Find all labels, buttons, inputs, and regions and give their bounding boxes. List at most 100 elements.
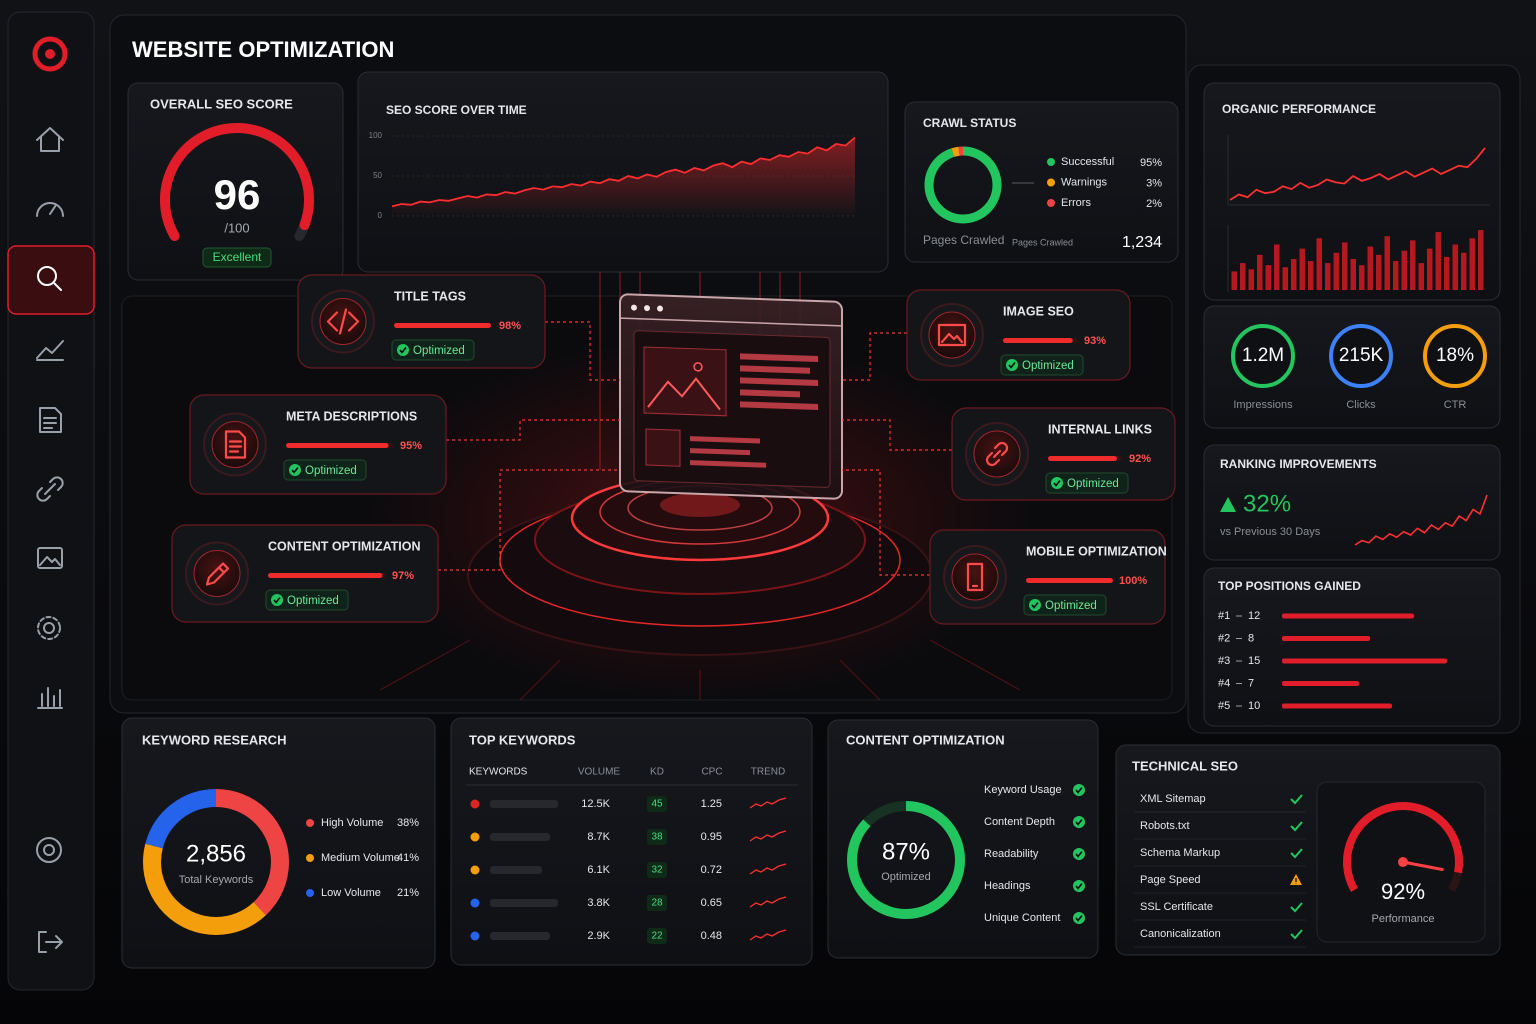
donut-segment <box>143 789 289 935</box>
feature-score: 92% <box>1129 453 1151 465</box>
kd-badge <box>647 862 667 878</box>
ok-check <box>1290 848 1303 859</box>
rank: #5 <box>1218 700 1230 712</box>
check-mark <box>399 347 407 354</box>
card-title: ORGANIC PERFORMANCE <box>1222 102 1376 116</box>
kd-badge <box>647 829 667 845</box>
legend-dot <box>1047 158 1055 166</box>
organic-bar <box>1401 250 1407 290</box>
nav-settings[interactable] <box>37 616 61 640</box>
organic-bar <box>1461 252 1467 290</box>
legend-dot <box>1047 178 1055 187</box>
feature-icon <box>205 562 230 586</box>
organic-bar <box>1265 265 1271 290</box>
organic-bar <box>1231 271 1237 290</box>
organic-bar <box>1427 248 1433 290</box>
ranking-change: 32% <box>1243 490 1291 517</box>
kd: 38 <box>651 832 663 843</box>
card-title: CONTENT OPTIMIZATION <box>846 732 1005 747</box>
nav-active-highlight <box>7 245 95 315</box>
up-arrow <box>1220 497 1236 512</box>
status-badge <box>283 459 367 481</box>
organic-bar <box>1359 265 1365 290</box>
rank: #2 <box>1218 632 1230 644</box>
gauge-needle <box>1401 860 1444 871</box>
legend-dot <box>306 819 314 827</box>
score-max: /100 <box>224 220 249 235</box>
legend-value: 95% <box>1140 157 1162 169</box>
cpc: 0.72 <box>701 864 722 876</box>
organic-bar <box>1316 238 1322 290</box>
rating: Excellent <box>213 250 262 264</box>
icon-bg <box>193 550 241 597</box>
column-header: KD <box>650 767 664 778</box>
metric-label: CTR <box>1444 399 1467 411</box>
feature-title: INTERNAL LINKS <box>1048 422 1152 436</box>
organic-bar <box>1291 258 1297 290</box>
organic-bar <box>1342 242 1348 290</box>
icon-bg <box>951 553 999 601</box>
donut-segment <box>924 146 1002 224</box>
nav-images[interactable] <box>37 547 63 569</box>
card-title: RANKING IMPROVEMENTS <box>1220 457 1377 471</box>
nav-logout[interactable] <box>38 931 63 953</box>
performance-value: 92% <box>1381 879 1425 904</box>
kd-badge <box>647 928 667 944</box>
tech-item: Robots.txt <box>1140 820 1190 832</box>
legend-label: Medium Volume <box>321 852 400 864</box>
pages-value: 1,234 <box>1122 234 1162 251</box>
pages-label: Pages Crawled <box>923 233 1004 247</box>
kd-badge <box>647 895 667 911</box>
metric-ring <box>1329 324 1393 388</box>
status-label: Optimized <box>1022 360 1074 372</box>
nav-charts[interactable] <box>37 687 63 709</box>
status-badge <box>265 589 349 611</box>
donut-segment <box>143 789 289 935</box>
status-badge <box>391 339 475 361</box>
gained: 15 <box>1248 655 1260 667</box>
gained: 8 <box>1248 632 1254 644</box>
keyword-placeholder <box>490 932 550 940</box>
rank: #4 <box>1218 677 1230 689</box>
position-bar <box>1282 636 1370 641</box>
nav-preferences[interactable] <box>36 837 62 863</box>
feature-icon <box>224 430 247 459</box>
position-bar <box>1282 703 1392 709</box>
gained: 12 <box>1248 610 1260 622</box>
feature-title: META DESCRIPTIONS <box>286 409 417 423</box>
nav-reports[interactable] <box>39 407 62 433</box>
seo-score-card <box>127 82 344 281</box>
keyword-dot <box>470 799 480 809</box>
legend-label: Errors <box>1061 197 1091 209</box>
top-keywords-card <box>450 717 813 966</box>
column-header: TREND <box>751 767 785 778</box>
legend-value: 38% <box>397 817 419 829</box>
organic-bar <box>1376 254 1382 290</box>
metric-ring <box>1231 324 1295 388</box>
check-label: Headings <box>984 880 1031 892</box>
ok-check <box>1290 794 1303 805</box>
nav-analytics[interactable] <box>36 340 64 361</box>
feature-title: TITLE TAGS <box>394 289 466 303</box>
nav-links[interactable] <box>36 476 64 502</box>
volume: 12.5K <box>581 798 610 810</box>
keyword-placeholder <box>490 866 542 874</box>
score-bar <box>394 323 492 328</box>
organic-bar <box>1333 252 1339 290</box>
keyword-placeholder <box>490 899 558 907</box>
feature-title: MOBILE OPTIMIZATION <box>1026 544 1167 558</box>
nav-search[interactable] <box>37 266 62 291</box>
tech-item: Page Speed <box>1140 874 1201 886</box>
keyword-dot <box>470 931 480 941</box>
needle-hub <box>1398 857 1408 867</box>
cpc: 0.48 <box>701 930 722 942</box>
nav-home[interactable] <box>36 127 64 152</box>
organic-bar <box>1393 261 1399 290</box>
nav-performance[interactable] <box>36 202 64 217</box>
performance-label: Performance <box>1372 913 1435 925</box>
organic-bar <box>1418 263 1424 290</box>
check-mark <box>1008 362 1016 369</box>
ok-check <box>1290 902 1303 913</box>
y-tick-label: 50 <box>373 171 382 180</box>
